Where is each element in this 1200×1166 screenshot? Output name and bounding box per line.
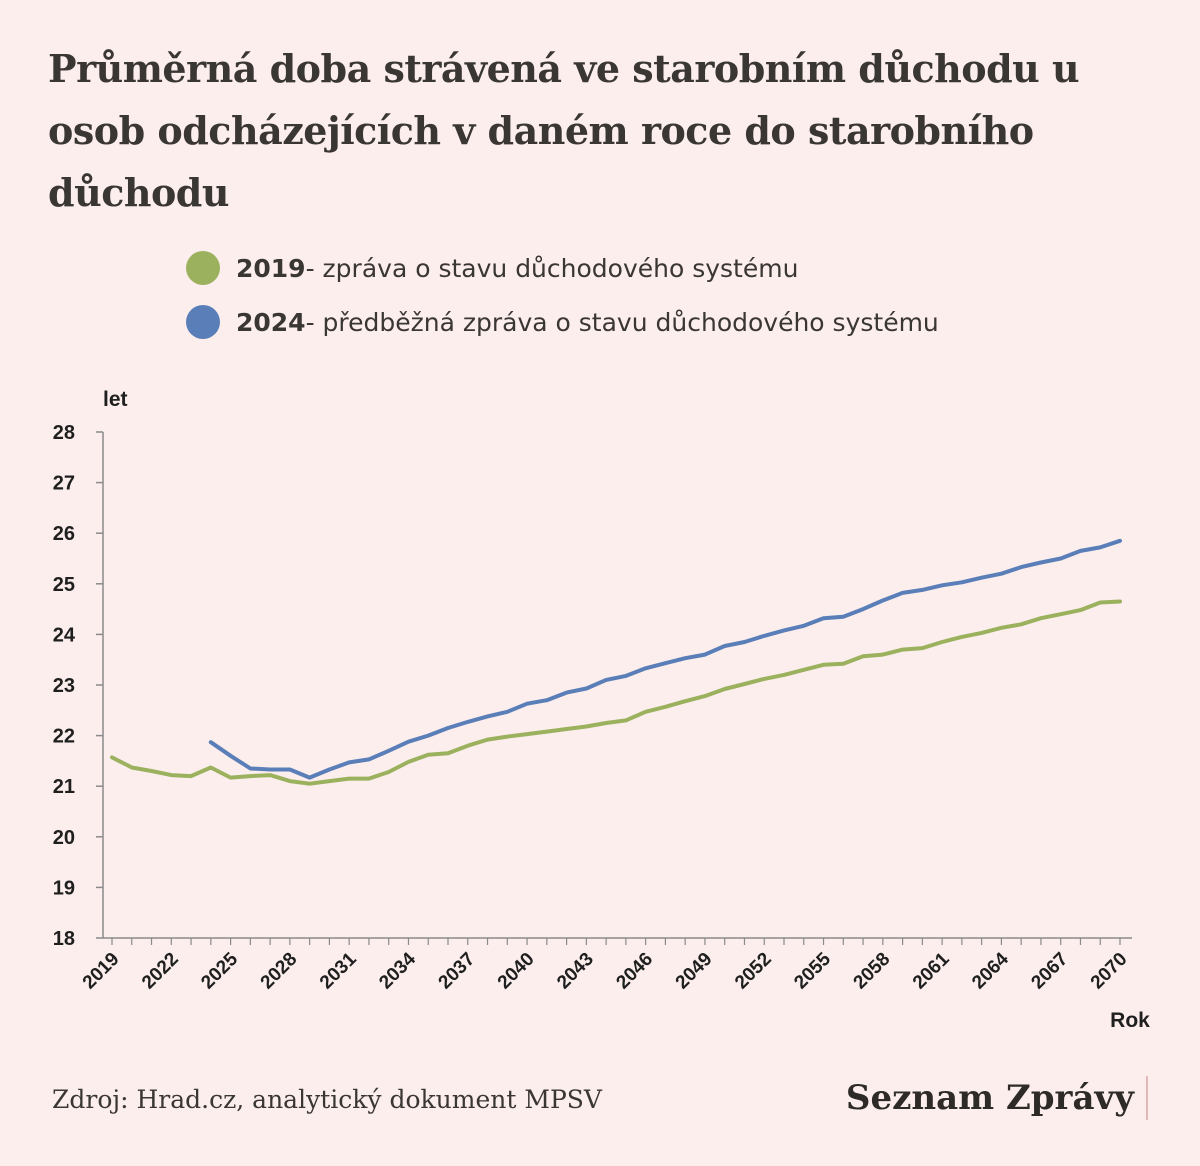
x-tick-label: 2046	[612, 949, 657, 994]
legend-year-2019: 2019	[236, 253, 306, 283]
y-tick-label: 19	[53, 877, 75, 899]
series-line-2024	[208, 538, 1122, 780]
x-tick-label: 2070	[1087, 949, 1132, 994]
y-tick-label: 26	[53, 523, 75, 545]
x-tick-label: 2067	[1027, 949, 1072, 994]
brand-logo: Seznam Zprávy	[846, 1076, 1148, 1120]
series-line-2019	[110, 599, 1122, 786]
x-tick-label: 2025	[197, 948, 242, 993]
source-note: Zdroj: Hrad.cz, analytický dokument MPSV	[52, 1085, 602, 1114]
y-tick-label: 22	[53, 726, 75, 748]
x-tick-label: 2058	[850, 949, 895, 994]
legend-text-2024: - předběžná zpráva o stavu důchodového s…	[305, 307, 939, 337]
line-chart: 18 19 20 21 22 23 24 25 26 27 28 2019 2022 2025 2028 20…	[53, 388, 1150, 1032]
y-tick-label: 27	[53, 473, 75, 495]
y-tick-label: 23	[53, 675, 75, 697]
legend-year-2024: 2024	[236, 307, 306, 337]
x-tick-label: 2055	[790, 948, 835, 993]
x-tick-label: 2019	[79, 949, 124, 994]
y-tick-label: 18	[53, 928, 75, 950]
x-tick-label: 2043	[553, 949, 598, 994]
y-tick-label: 21	[53, 776, 75, 798]
x-tick-label: 2031	[316, 948, 361, 993]
y-tick-label: 24	[53, 624, 76, 646]
legend-marker-2024	[186, 305, 220, 339]
y-tick-label: 25	[53, 574, 75, 596]
x-tick-label: 2034	[375, 948, 420, 993]
x-tick-label: 2037	[435, 949, 480, 994]
x-axis-label: Rok	[1110, 1009, 1150, 1032]
x-tick-label: 2022	[138, 949, 183, 994]
legend-text-2019: - zpráva o stavu důchodového systému	[305, 253, 799, 283]
y-tick-label: 20	[53, 827, 75, 849]
page-title: Průměrná doba strávená ve starobním důch…	[48, 46, 1080, 215]
x-tick-label: 2052	[731, 949, 776, 994]
x-tick-label: 2040	[494, 949, 539, 994]
y-tick-label: 28	[53, 422, 75, 444]
y-axis-label: let	[103, 388, 128, 411]
x-tick-label: 2028	[257, 949, 302, 994]
legend-marker-2019	[186, 251, 220, 285]
chart-legend: 2019 - zpráva o stavu důchodového systém…	[186, 248, 939, 356]
x-tick-label: 2061	[909, 948, 954, 993]
x-tick-label: 2064	[968, 948, 1013, 993]
legend-item-2024: 2024 - předběžná zpráva o stavu důchodov…	[186, 302, 939, 342]
legend-item-2019: 2019 - zpráva o stavu důchodového systém…	[186, 248, 939, 288]
x-tick-label: 2049	[672, 949, 717, 994]
